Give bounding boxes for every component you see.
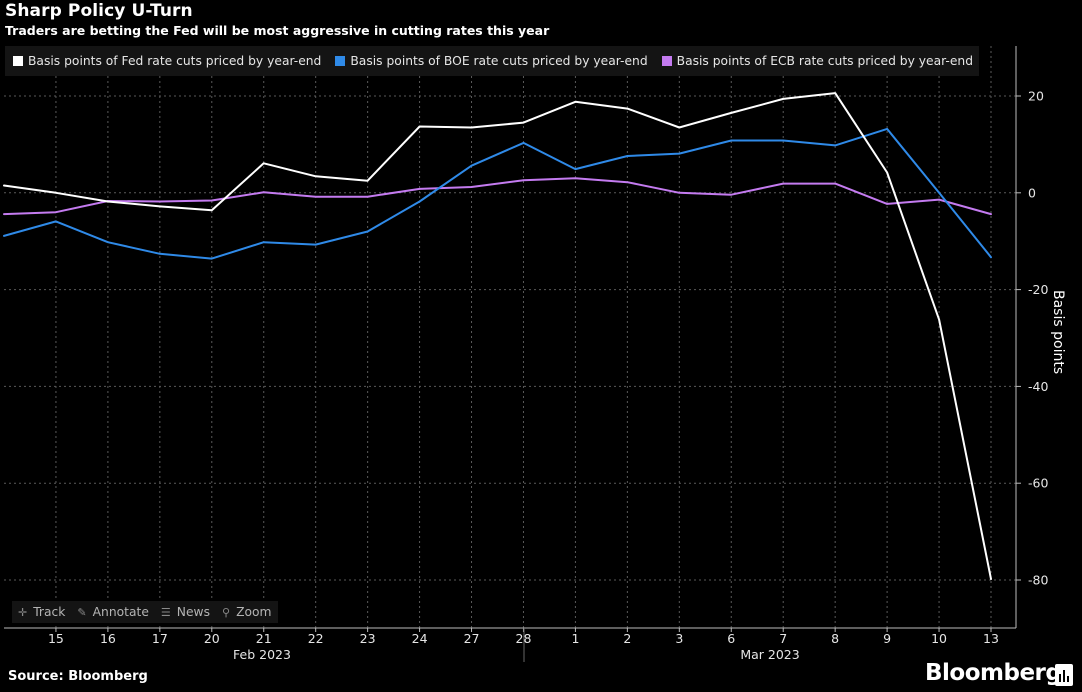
series-line-ecb (3, 177, 992, 216)
track-button[interactable]: ✛ Track (12, 601, 71, 623)
legend-item-boe[interactable]: Basis points of BOE rate cuts priced by … (335, 54, 648, 68)
x-tick-label: 1 (571, 631, 579, 646)
chart-title: Sharp Policy U-Turn (5, 1, 193, 21)
legend-label-fed: Basis points of Fed rate cuts priced by … (28, 54, 322, 68)
y-axis-label: Basis points (1050, 290, 1066, 375)
legend: Basis points of Fed rate cuts priced by … (5, 46, 980, 76)
legend-label-boe: Basis points of BOE rate cuts priced by … (350, 54, 648, 68)
x-tick-label: 9 (883, 631, 891, 646)
track-label: Track (33, 605, 66, 619)
x-tick-label: 15 (48, 631, 64, 646)
month-label: Mar 2023 (740, 647, 799, 662)
series-line-fed (3, 92, 992, 580)
x-tick-label: 10 (931, 631, 947, 646)
zoom-button[interactable]: ⚲ Zoom (216, 601, 278, 623)
annotate-button[interactable]: ✎ Annotate (71, 601, 155, 623)
axes (4, 46, 1021, 662)
x-tick-label: 16 (100, 631, 116, 646)
y-tick-label: -80 (1028, 573, 1048, 588)
annotate-label: Annotate (92, 605, 149, 619)
x-tick-label: 20 (204, 631, 220, 646)
y-tick-label: -60 (1028, 476, 1048, 491)
month-label: Feb 2023 (233, 647, 291, 662)
y-tick-label: -40 (1028, 379, 1048, 394)
x-tick-label: 21 (256, 631, 272, 646)
x-tick-label: 6 (727, 631, 735, 646)
news-icon: ☰ (160, 605, 171, 619)
x-tick-label: 13 (983, 631, 999, 646)
x-tick-label: 28 (516, 631, 532, 646)
x-tick-label: 24 (412, 631, 428, 646)
x-tick-label: 17 (152, 631, 168, 646)
bloomberg-terminal-icon (1055, 664, 1073, 686)
y-tick-label: 0 (1028, 185, 1036, 200)
brand-logo: Bloomberg (925, 660, 1062, 686)
x-tick-label: 23 (360, 631, 376, 646)
chart-toolbar: ✛ Track ✎ Annotate ☰ News ⚲ Zoom (12, 601, 278, 623)
zoom-label: Zoom (236, 605, 272, 619)
news-button[interactable]: ☰ News (155, 601, 216, 623)
pencil-icon: ✎ (77, 605, 87, 619)
grid-lines (4, 46, 1016, 628)
x-tick-label: 2 (623, 631, 631, 646)
legend-label-ecb: Basis points of ECB rate cuts priced by … (676, 54, 974, 68)
y-tick-label: 20 (1028, 89, 1044, 104)
magnifier-icon: ⚲ (222, 605, 231, 619)
x-tick-label: 3 (675, 631, 683, 646)
x-tick-label: 8 (831, 631, 839, 646)
legend-swatch-boe (335, 56, 346, 66)
crosshair-icon: ✛ (18, 605, 28, 619)
source-note: Source: Bloomberg (8, 669, 148, 684)
chart-subtitle: Traders are betting the Fed will be most… (5, 23, 550, 38)
y-tick-label: -20 (1028, 282, 1048, 297)
x-tick-label: 7 (779, 631, 787, 646)
y-tick-labels: 20 0 -20 -40 -60 -80 (1028, 89, 1048, 588)
series-lines (3, 92, 992, 580)
news-label: News (176, 605, 211, 619)
x-tick-label: 27 (464, 631, 480, 646)
legend-item-ecb[interactable]: Basis points of ECB rate cuts priced by … (661, 54, 974, 68)
legend-swatch-fed (13, 56, 23, 66)
x-tick-label: 22 (308, 631, 324, 646)
series-line-boe (3, 127, 992, 260)
legend-item-fed[interactable]: Basis points of Fed rate cuts priced by … (13, 54, 321, 68)
legend-swatch-ecb (661, 56, 672, 66)
